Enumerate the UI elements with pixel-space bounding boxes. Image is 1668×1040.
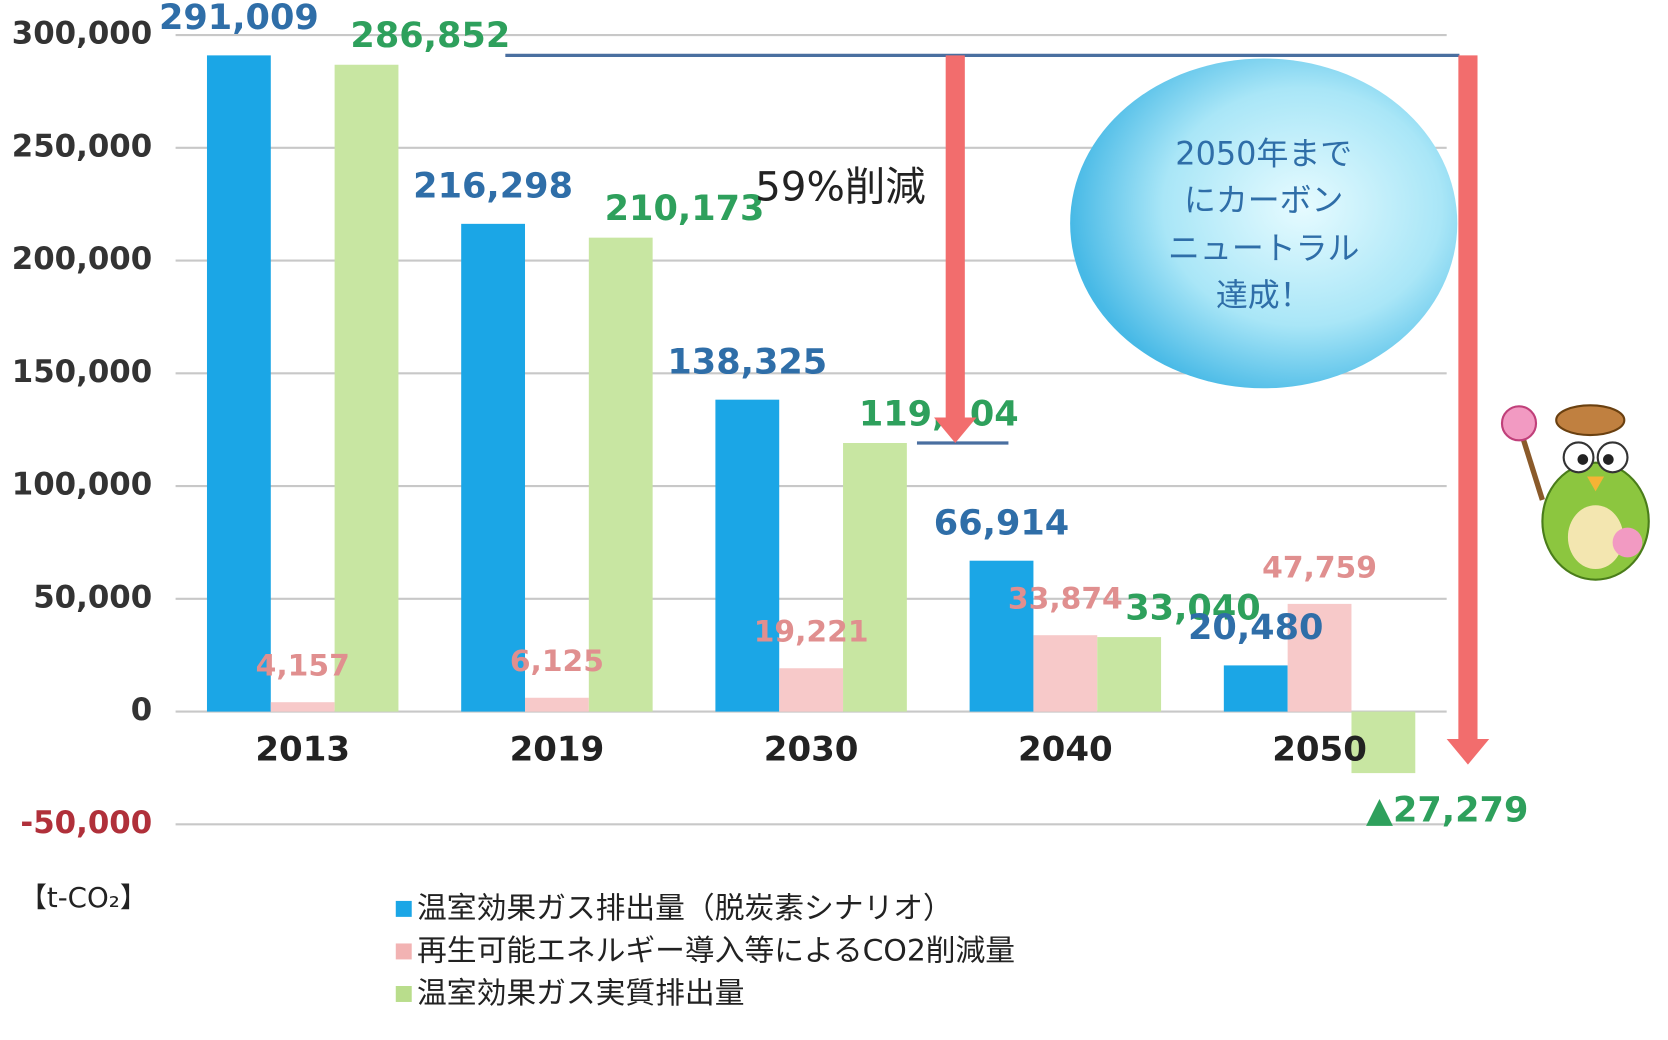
x-tick-label: 2040 bbox=[1018, 729, 1113, 769]
mascot bbox=[1500, 404, 1650, 581]
legend-label: 温室効果ガス実質排出量 bbox=[417, 976, 744, 1011]
bar bbox=[1351, 711, 1416, 774]
goal-bubble bbox=[1070, 58, 1458, 389]
bar bbox=[1223, 665, 1288, 712]
bar bbox=[525, 697, 589, 712]
bar bbox=[1287, 603, 1352, 712]
y-tick-label: 100,000 bbox=[12, 467, 152, 503]
legend-swatch bbox=[395, 900, 412, 917]
unit-label: 【t-CO₂】 bbox=[19, 881, 147, 914]
goal-text: 達成！ bbox=[1216, 276, 1312, 314]
y-tick-label: 300,000 bbox=[12, 16, 152, 52]
arrow bbox=[1446, 739, 1490, 765]
goal-text: ニュートラル bbox=[1168, 229, 1359, 267]
goal-text: 2050年まで bbox=[1175, 134, 1352, 172]
value-label: 138,325 bbox=[667, 342, 827, 383]
value-label: 6,125 bbox=[510, 644, 604, 679]
bar bbox=[206, 55, 271, 712]
x-tick-label: 2030 bbox=[764, 729, 859, 769]
y-tick-label: 50,000 bbox=[33, 579, 152, 615]
bar bbox=[1097, 637, 1162, 712]
value-label: 119,104 bbox=[859, 393, 1019, 434]
bar bbox=[334, 64, 399, 712]
value-label: 291,009 bbox=[159, 0, 319, 38]
legend-label: 再生可能エネルギー導入等によるCO2削減量 bbox=[417, 933, 1015, 968]
arrow bbox=[945, 55, 965, 420]
bar bbox=[1033, 635, 1098, 712]
value-label: 33,040 bbox=[1125, 587, 1260, 628]
legend-swatch bbox=[395, 943, 412, 960]
x-tick-label: 2019 bbox=[510, 729, 605, 769]
x-tick-label: 2013 bbox=[255, 729, 350, 769]
y-tick-label: -50,000 bbox=[20, 805, 152, 841]
bar bbox=[969, 560, 1034, 712]
y-tick-label: 150,000 bbox=[12, 354, 152, 390]
value-label: 33,874 bbox=[1008, 582, 1123, 617]
y-tick-label: 0 bbox=[131, 692, 152, 728]
bar bbox=[715, 399, 780, 712]
value-label: 66,914 bbox=[934, 503, 1069, 544]
bar bbox=[843, 443, 907, 712]
x-tick-label: 2050 bbox=[1272, 729, 1367, 769]
goal-text: にカーボン bbox=[1184, 181, 1343, 219]
bar bbox=[779, 668, 844, 712]
bar bbox=[588, 237, 653, 712]
value-label: 286,852 bbox=[350, 15, 510, 56]
value-label: 19,221 bbox=[754, 615, 869, 650]
value-label: 47,759 bbox=[1262, 550, 1377, 585]
legend-swatch bbox=[395, 986, 412, 1002]
value-label: ▲27,279 bbox=[1366, 789, 1528, 830]
reduction-label: 59%削減 bbox=[755, 162, 926, 210]
y-tick-label: 200,000 bbox=[12, 241, 152, 277]
bar bbox=[461, 223, 526, 712]
arrow bbox=[1458, 55, 1478, 742]
value-label: 20,480 bbox=[1188, 607, 1323, 648]
arrow bbox=[933, 417, 977, 444]
y-tick-label: 250,000 bbox=[12, 128, 152, 164]
legend-label: 温室効果ガス排出量（脱炭素シナリオ） bbox=[417, 891, 953, 926]
value-label: 216,298 bbox=[413, 166, 573, 207]
value-label: 210,173 bbox=[605, 188, 765, 229]
value-label: 4,157 bbox=[256, 648, 350, 683]
bar bbox=[270, 702, 335, 712]
